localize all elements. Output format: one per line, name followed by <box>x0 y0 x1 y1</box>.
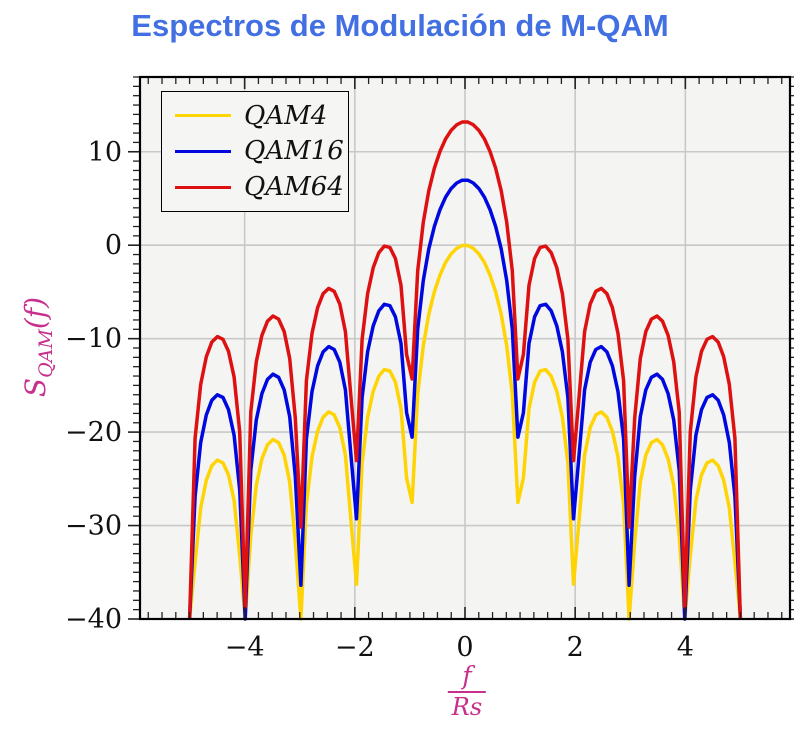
x-tick-label: 2 <box>567 632 584 663</box>
y-tick-label: −40 <box>65 604 122 635</box>
legend-entry-qam16: QAM16 <box>175 138 348 164</box>
legend-entry-qam64: QAM64 <box>175 174 348 200</box>
spectrum-curves <box>187 120 743 621</box>
legend-label-qam64: QAM64 <box>244 172 344 203</box>
y-tick-label: −30 <box>65 511 122 542</box>
x-tick-label: 0 <box>456 632 473 663</box>
x-axis-label: f Rs <box>447 662 487 722</box>
curve-qam16 <box>187 178 743 621</box>
qam64-line-swatch <box>175 185 231 189</box>
legend: QAM4 QAM16 QAM64 <box>161 91 349 212</box>
y-axis-label: SQAM(f) <box>19 296 57 398</box>
y-tick-label: 10 <box>88 137 122 168</box>
legend-entry-qam4: QAM4 <box>175 103 348 129</box>
x-tick-label: −2 <box>335 632 375 663</box>
plot-border <box>138 75 792 621</box>
curve-qam4 <box>187 243 743 621</box>
x-label-numerator: f <box>447 662 487 694</box>
x-label-denominator: Rs <box>451 693 483 722</box>
y-tick-labels: 10 0 −10 −20 −30 −40 <box>65 137 122 635</box>
y-tick-label: 0 <box>105 230 122 261</box>
x-tick-labels: −4 −2 0 2 4 <box>225 632 694 663</box>
curve-qam64 <box>187 120 743 620</box>
legend-label-qam16: QAM16 <box>244 136 344 167</box>
y-tick-label: −20 <box>65 417 122 448</box>
x-tick-label: 4 <box>677 632 694 663</box>
y-tick-label: −10 <box>65 324 122 355</box>
x-tick-label: −4 <box>225 632 265 663</box>
axis-ticks <box>128 76 794 620</box>
chart-title: Espectros de Modulación de M-QAM <box>131 8 669 43</box>
qam16-line-swatch <box>175 149 231 153</box>
qam4-line-swatch <box>175 114 231 118</box>
legend-label-qam4: QAM4 <box>244 100 328 131</box>
